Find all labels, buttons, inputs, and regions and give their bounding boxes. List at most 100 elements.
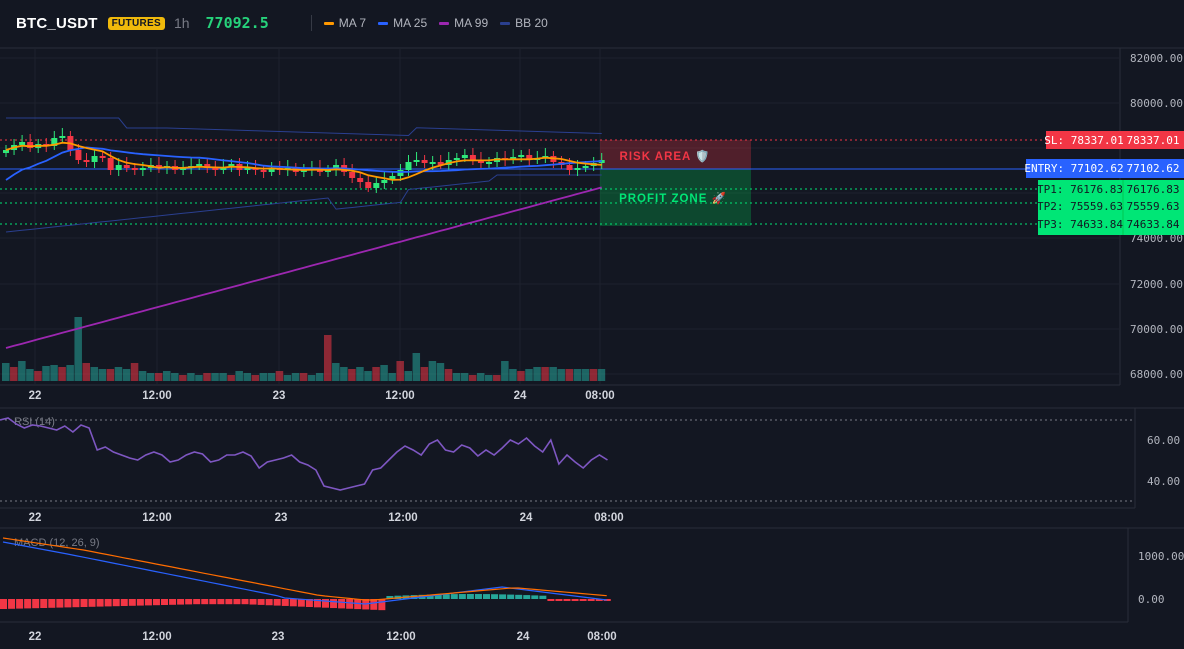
candle [99, 151, 106, 162]
symbol-name[interactable]: BTC_USDT [16, 14, 98, 32]
moving-averages [5, 141, 602, 349]
rsi-line [0, 417, 608, 491]
macd-hist-bar [313, 599, 321, 608]
candle [349, 164, 356, 183]
entry-price-value: 77102.62 [1127, 162, 1180, 175]
candle [19, 135, 26, 151]
macd-hist-bar [354, 599, 362, 610]
volume-bar [114, 367, 123, 381]
volume-bar [476, 373, 485, 381]
tp1-price-value: 76176.83 [1127, 183, 1180, 196]
macd-hist-bar [193, 599, 201, 605]
volume-bar [420, 367, 429, 381]
volume-bar [283, 375, 292, 381]
macd-hist-bar [8, 599, 16, 609]
tp1-tag-label: TP1: 76176.83 [1037, 183, 1123, 196]
macd-signal-line [2, 537, 607, 601]
time-label-1200-b: 12:00 [385, 390, 414, 402]
candle [437, 155, 444, 169]
volume-bar [26, 369, 34, 381]
legend-bb20-label: BB 20 [515, 16, 548, 30]
macd-hist-bar [249, 599, 257, 605]
macd-time-23: 23 [272, 631, 285, 643]
macd-hist-bar [297, 599, 305, 607]
macd-hist-bar [209, 599, 217, 605]
volume-bar [259, 373, 268, 381]
macd-hist-bar [185, 599, 193, 605]
candle [389, 171, 396, 184]
macd-time-22: 22 [29, 631, 42, 643]
candle [365, 176, 372, 192]
volume-bar [501, 361, 509, 381]
volume-bar [307, 375, 316, 381]
volume-bar [74, 317, 82, 381]
candle [75, 144, 82, 164]
legend-ma99[interactable]: MA 99 [439, 16, 488, 30]
interval-label[interactable]: 1h [173, 15, 190, 31]
macd-hist-bar [579, 599, 587, 601]
macd-hist-bar [128, 599, 136, 606]
candle [421, 155, 428, 168]
rsi-time-0800: 08:00 [594, 512, 623, 524]
candle [341, 158, 348, 176]
macd-pane: MACD (12, 26, 9) 1000.00 0.00 [0, 537, 1184, 611]
macd-hist-bar [169, 599, 177, 605]
macd-time-1200-a: 12:00 [142, 631, 171, 643]
macd-hist-bar [88, 599, 96, 607]
ma25-line [5, 146, 602, 181]
volume-bar [509, 369, 517, 381]
macd-hist-bar [281, 599, 289, 606]
sl-tag-label: SL: 78337.01 [1044, 134, 1123, 147]
volume-bar [106, 369, 115, 381]
rsi-time-1200-b: 12:00 [388, 512, 417, 524]
rsi-tick-40: 40.00 [1147, 475, 1180, 488]
macd-hist-bar [96, 599, 104, 607]
profit-zone-label: PROFIT ZONE 🚀 [619, 191, 727, 205]
macd-hist-bar [474, 594, 482, 599]
volume-bar [267, 373, 276, 381]
macd-hist-bar [587, 599, 595, 601]
macd-hist-bar [120, 599, 128, 606]
legend-bb20[interactable]: BB 20 [500, 16, 548, 30]
entry-price-tag [1123, 159, 1184, 178]
price-tick-70000: 70000.00 [1130, 323, 1183, 336]
sl-tag [1046, 131, 1123, 149]
price-tick-74000: 74000.00 [1130, 232, 1183, 245]
macd-hist-bar [72, 599, 80, 608]
macd-hist-bar [80, 599, 88, 607]
macd-hist-bar [305, 599, 313, 607]
volume-bar [597, 369, 606, 381]
macd-hist-bar [322, 599, 329, 608]
volume-bar [557, 369, 565, 381]
volume-bar [10, 367, 18, 381]
rsi-time-24: 24 [520, 512, 533, 524]
macd-hist-bar [136, 599, 144, 606]
candle [526, 149, 533, 166]
legend-ma25[interactable]: MA 25 [378, 16, 427, 30]
legend-ma7[interactable]: MA 7 [323, 16, 366, 30]
macd-hist-bar [434, 594, 442, 599]
macd-line [2, 541, 607, 605]
volume-bar [138, 371, 147, 381]
volume-bar [460, 373, 469, 381]
time-label-23: 23 [273, 390, 286, 402]
candlesticks [3, 128, 605, 193]
candle [405, 155, 412, 176]
macd-hist-bar [531, 595, 539, 599]
volume-bar [2, 363, 10, 381]
profit-zone[interactable] [600, 169, 751, 226]
volume-bar [34, 371, 42, 381]
macd-hist-bar [370, 599, 378, 610]
candle [155, 157, 162, 173]
volume-bar [517, 371, 525, 381]
risk-area-zone[interactable] [600, 140, 751, 169]
volume-bars [2, 317, 606, 381]
futures-badge: FUTURES [107, 16, 165, 30]
macd-hist-bar [491, 594, 499, 599]
macd-hist-bar [450, 594, 458, 599]
candle [123, 157, 130, 172]
macd-hist-bar [0, 599, 7, 609]
macd-hist-bar [241, 599, 249, 605]
macd-hist-bar [539, 595, 547, 599]
